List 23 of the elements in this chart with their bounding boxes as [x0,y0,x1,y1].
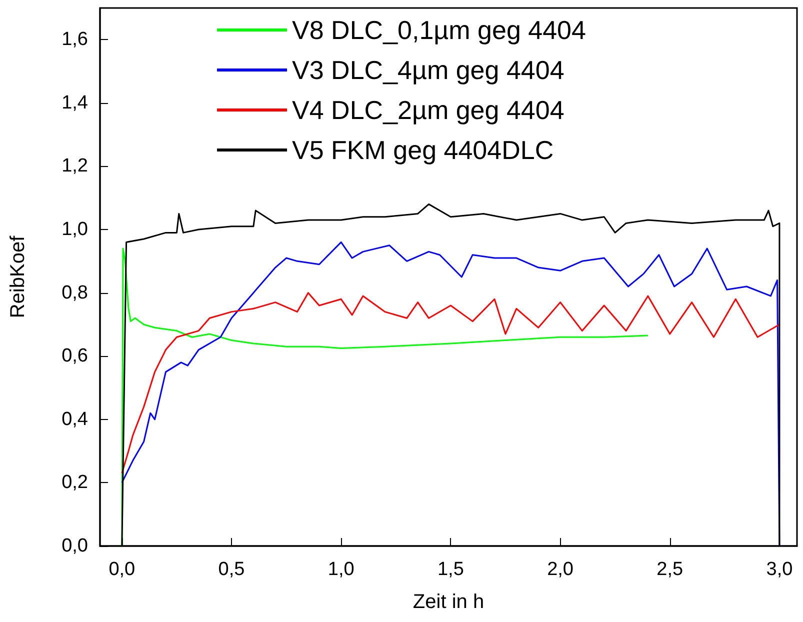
x-tick-label: 1,0 [328,559,354,580]
x-tick-label: 2,0 [547,559,574,580]
x-tick-label: 2,5 [656,559,684,580]
y-tick-label: 1,6 [62,29,88,50]
legend-label: V5 FKM geg 4404DLC [292,135,554,165]
legend-label: V8 DLC_0,1µm geg 4404 [292,15,586,45]
x-axis-title: Zeit in h [412,591,484,613]
line-series [121,292,780,474]
legend-label: V3 DLC_4µm geg 4404 [292,55,564,85]
y-tick-label: 0,8 [62,282,88,304]
y-tick-label: 1,0 [62,219,88,240]
x-tick-label: 3,0 [766,559,793,580]
y-tick-label: 0,6 [62,346,88,367]
y-tick-label: 1,2 [62,156,88,177]
y-tick-label: 0,0 [62,536,88,556]
y-axis-title: ReibKoef [7,235,29,318]
y-tick-label: 1,4 [62,92,88,114]
y-tick-label: 0,4 [62,408,88,430]
x-tick-label: 0,5 [218,559,245,580]
legend-label: V4 DLC_2µm geg 4404 [292,95,564,125]
x-tick-label: 1,5 [437,559,464,580]
x-tick-label: 0,0 [108,559,136,580]
y-tick-label: 0,2 [62,472,88,494]
